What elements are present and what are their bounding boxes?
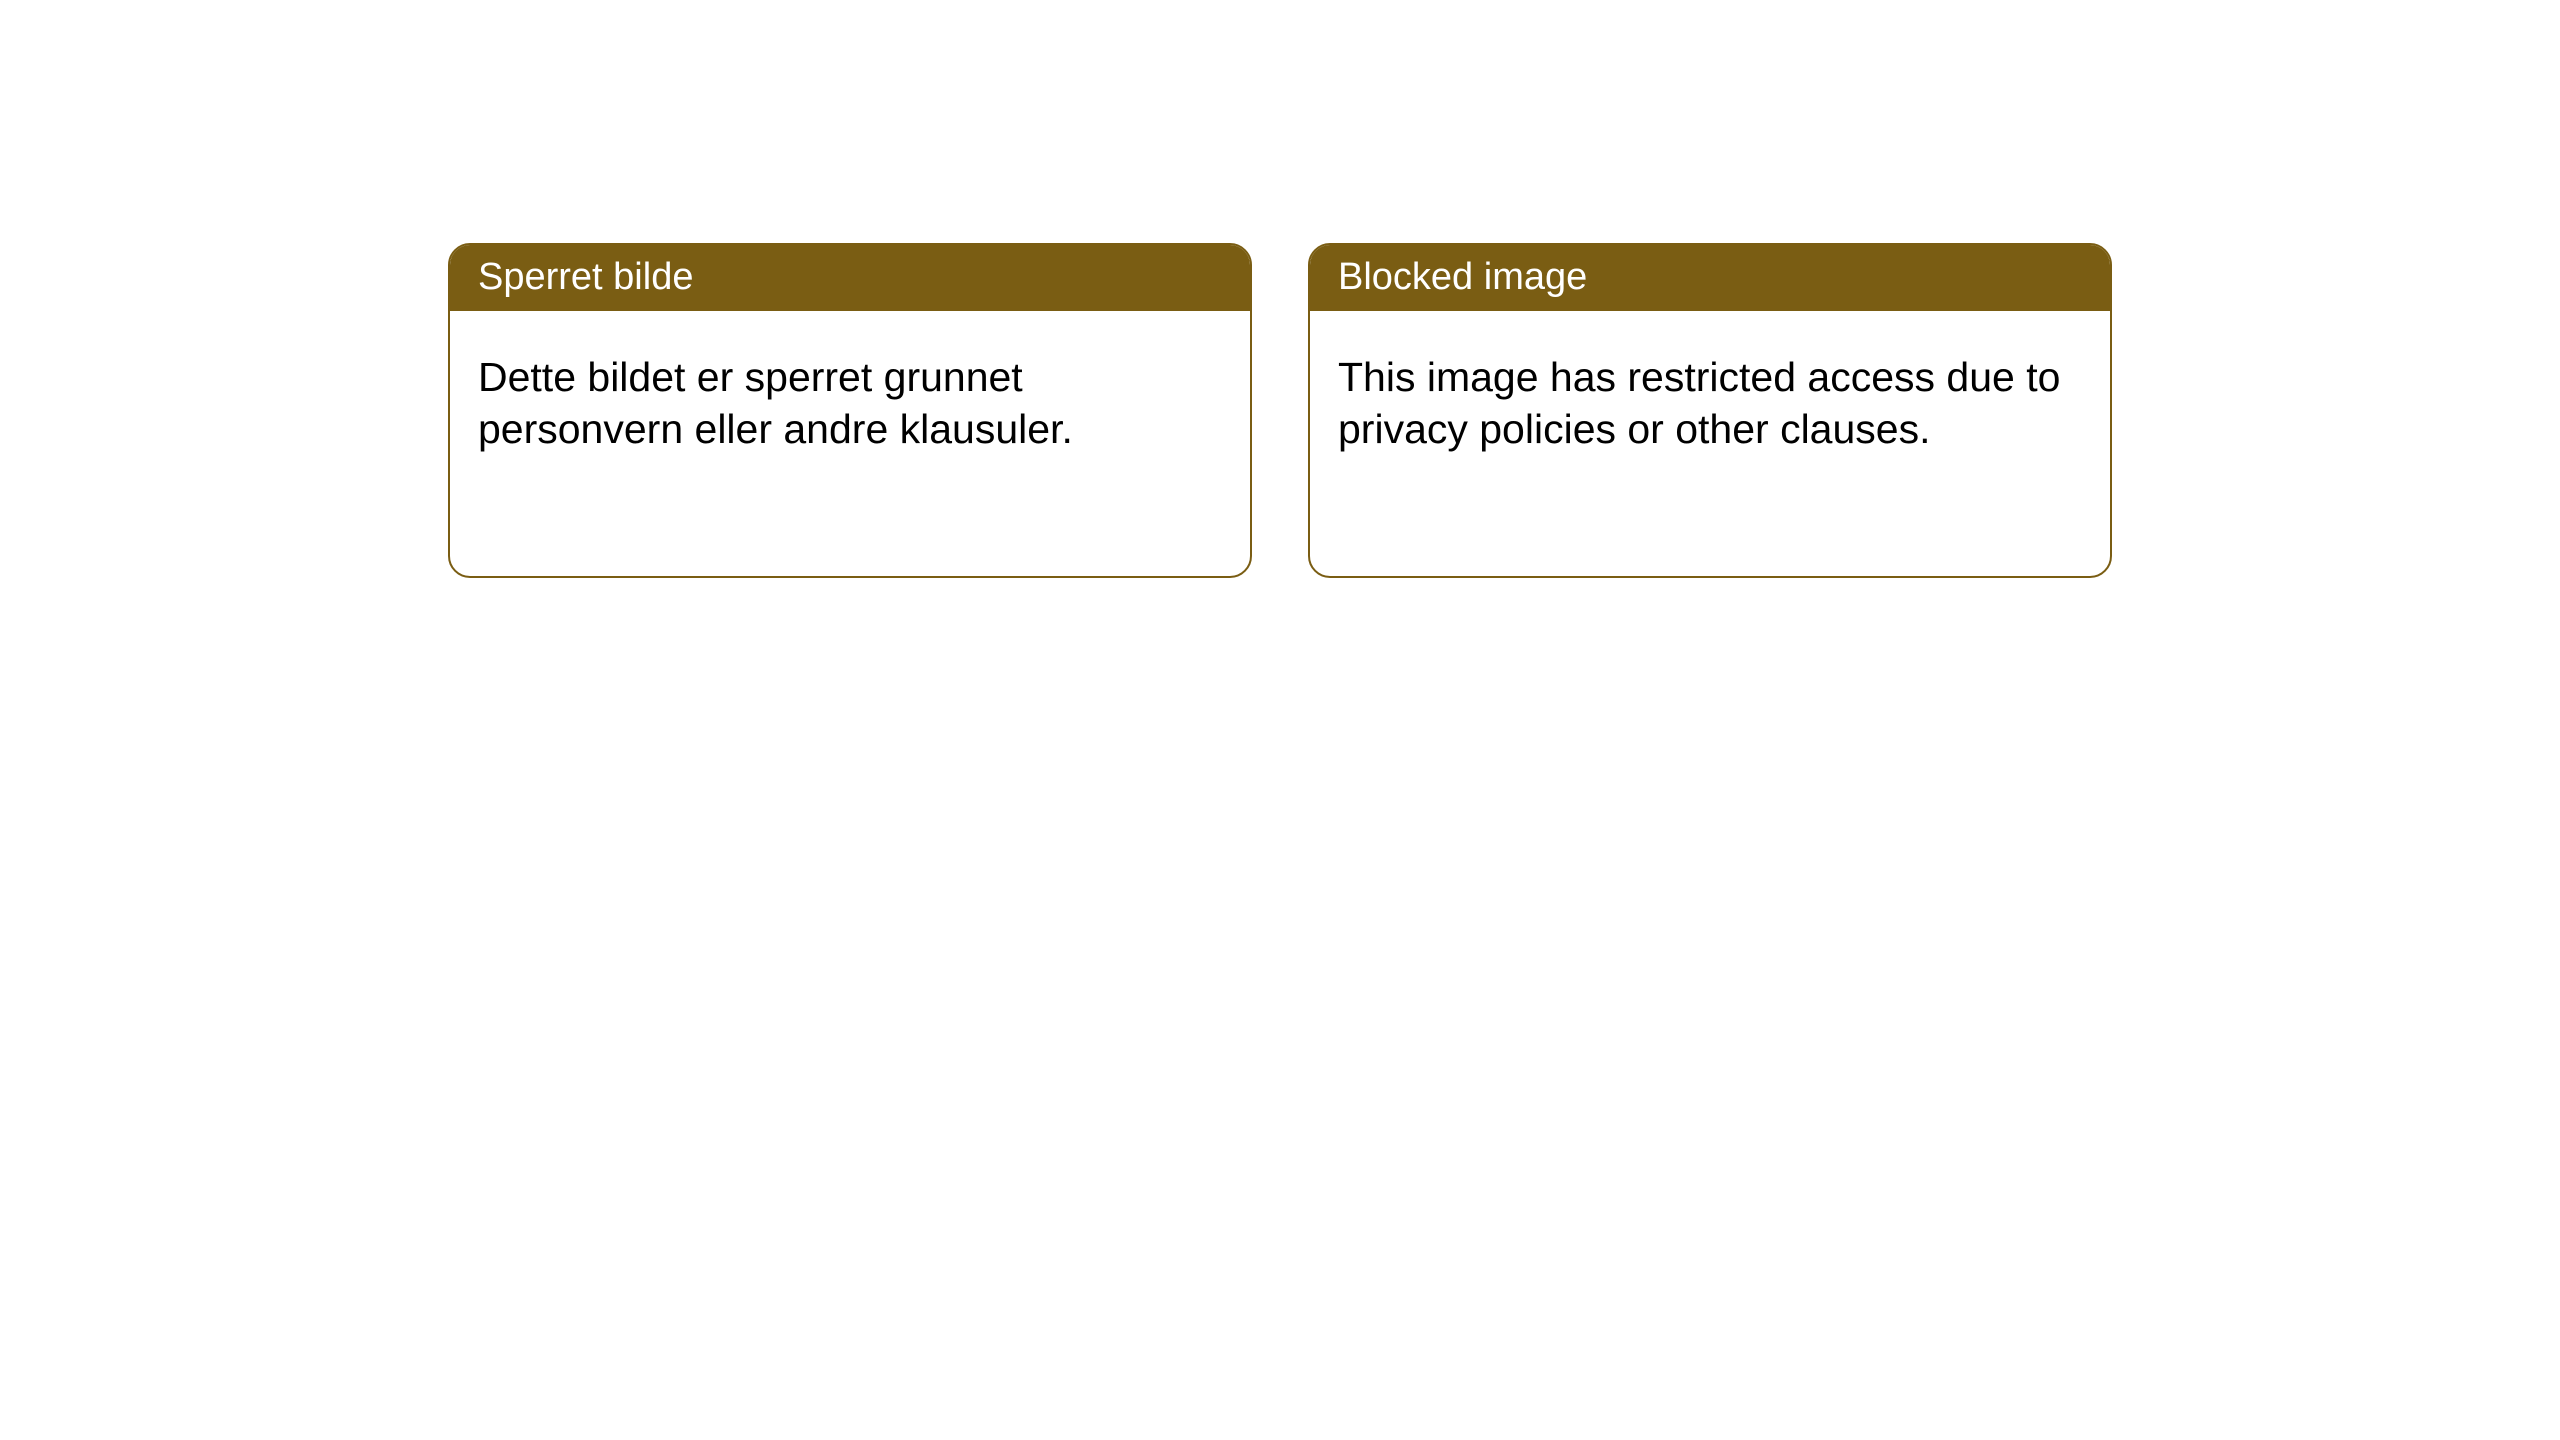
notice-container: Sperret bilde Dette bildet er sperret gr… <box>448 243 2112 578</box>
notice-header: Blocked image <box>1310 245 2110 311</box>
notice-card-english: Blocked image This image has restricted … <box>1308 243 2112 578</box>
notice-body: Dette bildet er sperret grunnet personve… <box>450 311 1250 496</box>
notice-header: Sperret bilde <box>450 245 1250 311</box>
notice-body: This image has restricted access due to … <box>1310 311 2110 496</box>
notice-card-norwegian: Sperret bilde Dette bildet er sperret gr… <box>448 243 1252 578</box>
